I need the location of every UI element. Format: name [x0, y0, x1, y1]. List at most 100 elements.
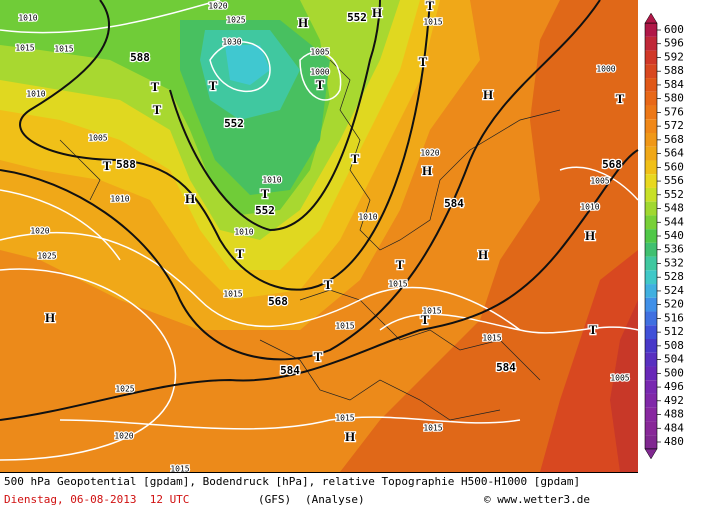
legend-label: 512	[664, 325, 684, 338]
isobar-label: 1015	[388, 280, 407, 289]
pressure-center-label: H	[483, 87, 493, 102]
legend-swatch	[645, 380, 657, 394]
legend-swatch	[645, 352, 657, 367]
pressure-center-label: T	[419, 54, 428, 69]
legend-label: 500	[664, 366, 684, 379]
pressure-center-label: T	[421, 312, 430, 327]
isobar-label: 1020	[114, 432, 133, 441]
pressure-center-label: T	[103, 158, 112, 173]
legend-swatch	[645, 256, 657, 271]
legend-swatch	[645, 242, 657, 257]
legend-swatch	[645, 119, 657, 133]
legend-label: 580	[664, 92, 684, 105]
legend-swatch	[645, 366, 657, 381]
legend-label: 564	[664, 147, 684, 160]
isobar-label: 1000	[596, 65, 615, 74]
pressure-center-label: H	[478, 247, 488, 262]
legend-label: 520	[664, 298, 684, 311]
legend-swatch	[645, 229, 657, 243]
pressure-center-label: T	[236, 246, 245, 261]
isobar-label: 1010	[234, 228, 253, 237]
geopotential-label: 568	[268, 295, 288, 308]
legend-label: 480	[664, 435, 684, 448]
pressure-center-label: H	[422, 163, 432, 178]
legend-swatch	[645, 105, 657, 120]
legend-label: 548	[664, 202, 684, 215]
geopotential-label: 568	[602, 158, 622, 171]
legend-label: 568	[664, 133, 684, 146]
isobar-label: 1020	[420, 149, 439, 158]
isobar-label: 1015	[423, 18, 442, 27]
legend-label: 544	[664, 215, 684, 228]
legend-label: 508	[664, 339, 684, 352]
legend-label: 484	[664, 421, 684, 434]
isobar-label: 1020	[208, 2, 227, 11]
pressure-center-label: H	[185, 191, 195, 206]
isobar-label: 1015	[335, 322, 354, 331]
legend-swatch	[645, 23, 657, 37]
legend-swatch	[645, 187, 657, 202]
isobar-label: 1015	[482, 334, 501, 343]
legend-swatch	[645, 36, 657, 51]
legend-frame	[644, 22, 658, 450]
footer-bg	[0, 472, 704, 513]
geopotential-label: 552	[347, 11, 367, 24]
isobar-label: 1015	[223, 290, 242, 299]
legend-label: 600	[664, 23, 684, 36]
legend-swatch	[645, 64, 657, 79]
pressure-center-label: H	[298, 15, 308, 30]
legend-label: 552	[664, 188, 684, 201]
legend-label: 488	[664, 408, 684, 421]
color-legend: 6005965925885845805765725685645605565525…	[644, 12, 684, 460]
legend-label: 540	[664, 229, 684, 242]
pressure-center-label: H	[45, 310, 55, 325]
legend-label: 528	[664, 270, 684, 283]
isobar-label: 1015	[423, 424, 442, 433]
footer-run: (Analyse)	[305, 493, 365, 506]
legend-swatch	[645, 215, 657, 230]
footer-model: (GFS)	[258, 493, 291, 506]
isobar-label: 1010	[26, 90, 45, 99]
legend-label: 504	[664, 353, 684, 366]
pressure-center-label: H	[372, 5, 382, 20]
pressure-center-label: T	[351, 151, 360, 166]
legend-swatch	[645, 174, 657, 188]
legend-swatch	[645, 435, 657, 449]
isobar-label: 1005	[590, 177, 609, 186]
pressure-center-label: T	[426, 0, 435, 13]
isobars	[0, 0, 639, 461]
geopotential-label: 584	[496, 361, 516, 374]
legend-swatch	[645, 50, 657, 65]
pressure-center-label: T	[209, 78, 218, 93]
isobar-label: 1015	[15, 44, 34, 53]
legend-swatch	[645, 133, 657, 147]
legend-label: 496	[664, 380, 684, 393]
legend-label: 588	[664, 64, 684, 77]
isobar-label: 1010	[580, 203, 599, 212]
pressure-center-label: T	[396, 257, 405, 272]
isobar-label: 1005	[310, 48, 329, 57]
isobar-label: 1015	[54, 45, 73, 54]
geopotential-lines	[0, 0, 639, 421]
legend-label: 572	[664, 119, 684, 132]
legend-swatch	[645, 201, 657, 216]
legend-label: 560	[664, 160, 684, 173]
footer-credit: © www.wetter3.de	[484, 493, 590, 506]
legend-label: 524	[664, 284, 684, 297]
legend-swatch	[645, 421, 657, 436]
pressure-center-label: T	[153, 102, 162, 117]
isobar-label: 1020	[30, 227, 49, 236]
isobar-label: 1010	[262, 176, 281, 185]
isobar-label: 1025	[37, 252, 56, 261]
isobar-label: 1015	[335, 414, 354, 423]
pressure-center-label: H	[345, 429, 355, 444]
geopotential-label: 584	[444, 197, 464, 210]
legend-top-arrow	[644, 12, 658, 24]
legend-label: 536	[664, 243, 684, 256]
legend-swatch	[645, 160, 657, 175]
legend-label: 532	[664, 256, 684, 269]
pressure-center-label: T	[151, 79, 160, 94]
pressure-center-label: T	[616, 91, 625, 106]
legend-swatch	[645, 91, 657, 106]
